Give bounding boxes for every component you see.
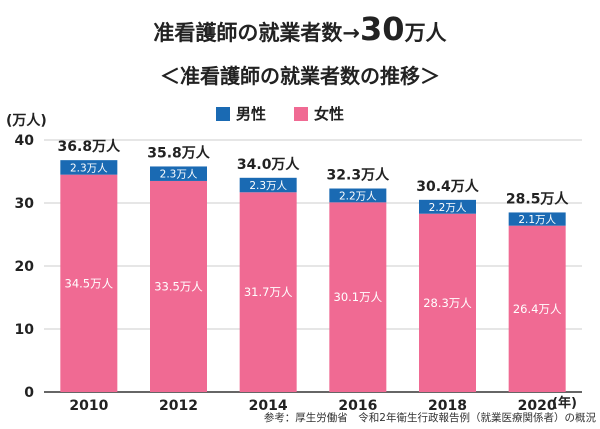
bar-label-male: 2.2万人 bbox=[429, 202, 467, 214]
chart-subtitle: ＜准看護師の就業者数の推移＞ bbox=[160, 64, 440, 88]
y-tick-label: 40 bbox=[15, 133, 35, 149]
bar-label-male: 2.2万人 bbox=[339, 190, 377, 202]
bar-female bbox=[508, 225, 566, 392]
bar-female bbox=[419, 213, 476, 392]
bar-male bbox=[239, 177, 297, 193]
source-note: 参考：厚生労働省 令和2年衛生行政報告例（就業医療関係者）の概況 bbox=[263, 412, 596, 424]
bar-label-female: 31.7万人 bbox=[244, 285, 293, 299]
bar-male bbox=[508, 212, 566, 226]
bar-female bbox=[150, 180, 207, 392]
bar-label-female: 33.5万人 bbox=[154, 279, 203, 293]
y-tick-label: 0 bbox=[24, 385, 34, 401]
bar-label-male: 2.3万人 bbox=[70, 162, 108, 174]
bar-label-female: 30.1万人 bbox=[334, 290, 383, 304]
legend-swatch-male bbox=[216, 106, 230, 121]
y-tick-label: 20 bbox=[15, 259, 35, 275]
x-tick-label: 2018 bbox=[428, 398, 467, 414]
legend-swatch-female bbox=[294, 106, 309, 121]
bar-label-male: 2.3万人 bbox=[249, 180, 287, 192]
bar-total-label: 34.0万人 bbox=[237, 156, 301, 173]
x-tick-label: 2016 bbox=[338, 398, 377, 414]
bar-total-label: 28.5万人 bbox=[506, 190, 570, 207]
x-tick-label: 2020 bbox=[518, 398, 557, 414]
x-tick-label: 2012 bbox=[159, 398, 198, 414]
bar-male bbox=[150, 166, 207, 181]
title-prefix: 准看護師の就業者数→ bbox=[153, 21, 361, 45]
legend-label-male: 男性 bbox=[236, 105, 267, 123]
x-tick-label: 2014 bbox=[249, 398, 288, 414]
y-tick-label: 10 bbox=[15, 322, 35, 338]
bar-female bbox=[329, 202, 387, 392]
legend-item-female: 女性 bbox=[294, 103, 344, 124]
legend-item-male: 男性 bbox=[216, 103, 266, 124]
x-axis-unit: (年) bbox=[552, 396, 577, 411]
y-axis-unit: (万人) bbox=[6, 113, 47, 129]
bar-total-label: 36.8万人 bbox=[58, 138, 122, 155]
bar-total-label: 32.3万人 bbox=[327, 167, 391, 184]
bar-label-male: 2.3万人 bbox=[160, 169, 198, 181]
bar-label-male: 2.1万人 bbox=[518, 214, 556, 226]
page-title: 准看護師の就業者数→30万人 bbox=[0, 10, 600, 48]
chart-legend: 男性 女性 bbox=[216, 103, 372, 124]
legend-label-female: 女性 bbox=[314, 105, 345, 123]
x-tick-label: 2010 bbox=[69, 398, 108, 414]
bar-female bbox=[239, 192, 297, 392]
bar-total-label: 30.4万人 bbox=[416, 178, 480, 195]
title-number: 30 bbox=[360, 10, 405, 48]
bar-label-female: 26.4万人 bbox=[513, 302, 562, 316]
bar-male bbox=[329, 188, 387, 203]
bar-male bbox=[419, 199, 476, 214]
y-tick-label: 30 bbox=[15, 196, 35, 212]
bar-male bbox=[60, 160, 118, 175]
bar-label-female: 34.5万人 bbox=[65, 276, 114, 290]
bar-total-label: 35.8万人 bbox=[147, 144, 211, 161]
title-suffix: 万人 bbox=[404, 21, 447, 45]
bar-label-female: 28.3万人 bbox=[423, 296, 472, 310]
bar-female bbox=[60, 174, 118, 392]
